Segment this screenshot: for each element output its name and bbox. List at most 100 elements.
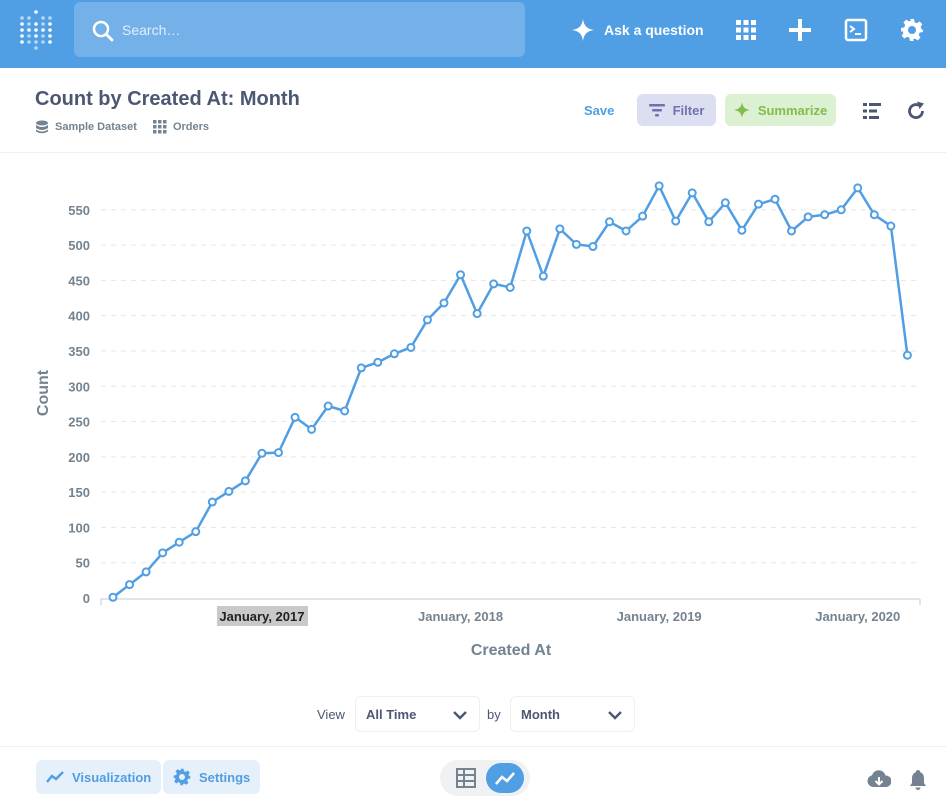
sql-editor-icon[interactable]: [844, 18, 868, 42]
data-point[interactable]: [174, 537, 184, 547]
data-point[interactable]: [373, 357, 383, 367]
plus-icon[interactable]: [788, 18, 812, 42]
y-tick-label: 100: [68, 520, 90, 535]
search-bar[interactable]: Search…: [74, 2, 525, 57]
filter-button[interactable]: Filter: [637, 94, 716, 126]
data-point[interactable]: [356, 363, 366, 373]
table-grid-icon: [152, 120, 167, 134]
y-tick-label: 200: [68, 450, 90, 465]
x-tick-label: January, 2017: [219, 609, 304, 624]
data-point[interactable]: [654, 181, 664, 191]
data-point[interactable]: [820, 210, 830, 220]
data-point[interactable]: [274, 448, 283, 458]
data-point[interactable]: [456, 270, 466, 280]
y-tick-label: 150: [68, 485, 90, 500]
refresh-icon[interactable]: [906, 101, 926, 121]
data-point[interactable]: [853, 183, 863, 193]
data-point[interactable]: [108, 592, 118, 602]
breadcrumb-table[interactable]: Orders: [152, 120, 209, 134]
breadcrumb: Sample Dataset Orders: [35, 120, 225, 134]
data-point[interactable]: [307, 424, 317, 434]
line-chart-icon: [46, 771, 64, 783]
data-point[interactable]: [902, 350, 912, 360]
chart-view-toggle[interactable]: [486, 763, 524, 793]
data-point[interactable]: [240, 476, 250, 486]
data-point[interactable]: [224, 486, 234, 496]
data-point[interactable]: [671, 216, 681, 226]
data-point[interactable]: [158, 548, 168, 558]
data-point[interactable]: [340, 406, 350, 416]
data-point[interactable]: [687, 188, 697, 198]
data-point[interactable]: [406, 342, 416, 352]
view-select-value: All Time: [366, 706, 417, 722]
gear-icon: [173, 768, 191, 786]
view-label: View: [317, 707, 345, 722]
notebook-editor-icon[interactable]: [862, 101, 882, 121]
search-placeholder[interactable]: Search…: [122, 22, 181, 38]
x-tick-label: January, 2019: [617, 609, 702, 624]
summarize-button[interactable]: Summarize: [725, 94, 836, 126]
data-point[interactable]: [720, 198, 730, 208]
data-point[interactable]: [803, 212, 813, 222]
settings-button[interactable]: Settings: [163, 760, 261, 794]
data-point[interactable]: [522, 226, 532, 236]
x-tick-label: January, 2020: [815, 609, 900, 624]
breadcrumb-database[interactable]: Sample Dataset: [35, 120, 137, 134]
filter-label: Filter: [672, 102, 705, 118]
bell-icon[interactable]: [906, 769, 930, 791]
data-point[interactable]: [257, 448, 267, 458]
data-point[interactable]: [737, 225, 747, 235]
granularity-select[interactable]: Month: [510, 696, 635, 732]
data-point[interactable]: [621, 226, 631, 236]
table-icon[interactable]: [456, 768, 476, 788]
data-point[interactable]: [787, 226, 797, 236]
data-point[interactable]: [191, 527, 201, 537]
data-point[interactable]: [141, 567, 151, 577]
data-point[interactable]: [422, 315, 432, 325]
data-point[interactable]: [753, 199, 763, 209]
data-point[interactable]: [588, 242, 598, 252]
data-point[interactable]: [290, 412, 300, 422]
data-point[interactable]: [439, 298, 449, 308]
data-point[interactable]: [323, 401, 333, 411]
data-point[interactable]: [555, 224, 565, 234]
data-point[interactable]: [489, 279, 499, 289]
data-point[interactable]: [505, 282, 515, 292]
granularity-select-value: Month: [521, 706, 560, 722]
settings-label: Settings: [199, 769, 251, 785]
grid-icon[interactable]: [734, 18, 758, 42]
y-tick-label: 400: [68, 309, 90, 324]
data-point[interactable]: [770, 194, 780, 204]
sparkle-icon: [572, 19, 594, 41]
footer-bar: Visualization Settings: [0, 746, 946, 801]
top-nav-bar: Search… Ask a question: [0, 0, 946, 68]
data-point[interactable]: [869, 210, 879, 220]
data-point[interactable]: [886, 221, 896, 231]
ask-question-label: Ask a question: [604, 22, 704, 38]
data-point[interactable]: [605, 217, 614, 227]
data-point[interactable]: [836, 205, 846, 215]
data-point[interactable]: [472, 309, 482, 319]
download-icon[interactable]: [867, 769, 891, 791]
data-point[interactable]: [638, 211, 648, 221]
data-point[interactable]: [571, 239, 581, 249]
save-button[interactable]: Save: [584, 103, 615, 118]
chart-gridlines: [101, 209, 920, 564]
visualization-button[interactable]: Visualization: [36, 760, 162, 794]
gear-icon[interactable]: [900, 18, 924, 42]
data-point[interactable]: [538, 271, 548, 281]
data-point[interactable]: [207, 497, 217, 507]
data-point[interactable]: [125, 580, 135, 590]
data-point[interactable]: [704, 217, 714, 227]
line-chart-icon: [495, 772, 515, 785]
chevron-down-icon: [608, 711, 622, 720]
page-title[interactable]: Count by Created At: Month: [35, 88, 300, 110]
y-axis-ticks: 0 50 100 150 200 250 300 350 400 450 500 550: [68, 203, 90, 606]
x-tick-label: January, 2018: [418, 609, 503, 624]
ask-question-button[interactable]: Ask a question: [572, 18, 704, 42]
y-tick-label: 550: [68, 203, 90, 218]
view-select[interactable]: All Time: [355, 696, 480, 732]
visualization-label: Visualization: [72, 769, 152, 785]
data-point[interactable]: [389, 349, 399, 359]
metabase-logo-icon[interactable]: [18, 10, 52, 50]
